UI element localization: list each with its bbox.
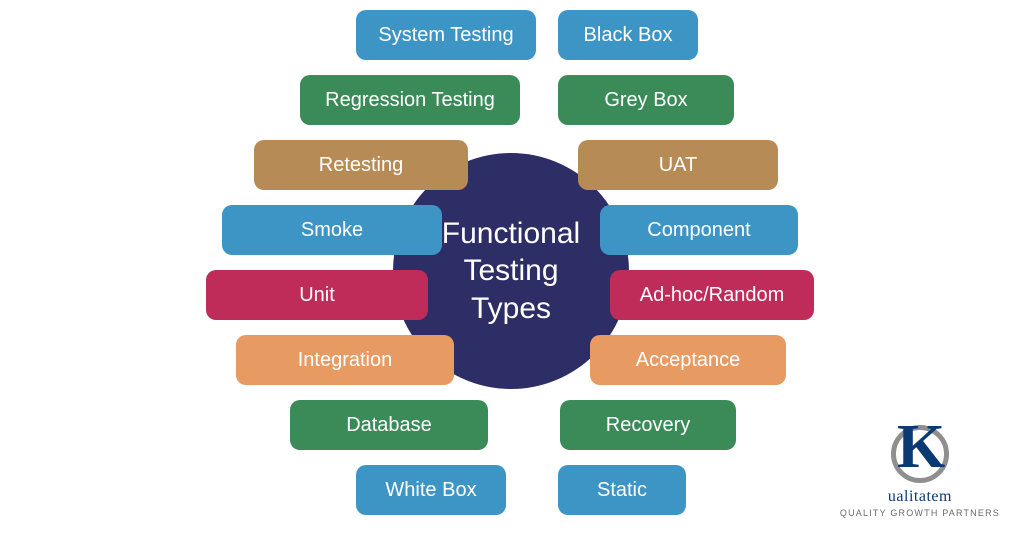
pill-recovery: Recovery [560, 400, 736, 450]
pill-label: Smoke [301, 219, 363, 242]
pill-regression: Regression Testing [300, 75, 520, 125]
pill-label: Acceptance [636, 349, 741, 372]
pill-database: Database [290, 400, 488, 450]
pill-unit: Unit [206, 270, 428, 320]
pill-label: Static [597, 479, 647, 502]
pill-label: UAT [659, 154, 698, 177]
pill-smoke: Smoke [222, 205, 442, 255]
pill-white-box: White Box [356, 465, 506, 515]
pill-label: Ad-hoc/Random [640, 284, 785, 307]
pill-black-box: Black Box [558, 10, 698, 60]
pill-label: Recovery [606, 414, 690, 437]
pill-label: White Box [385, 479, 476, 502]
pill-static: Static [558, 465, 686, 515]
pill-label: Integration [298, 349, 393, 372]
pill-label: Regression Testing [325, 89, 495, 112]
pill-label: Grey Box [604, 89, 687, 112]
brand-logo: K ualitatem QUALITY GROWTH PARTNERS [840, 422, 1000, 518]
diagram-canvas: FunctionalTestingTypes System Testing Bla… [0, 0, 1024, 536]
pill-grey-box: Grey Box [558, 75, 734, 125]
logo-mark: K [881, 422, 959, 486]
pill-retesting: Retesting [254, 140, 468, 190]
pill-integration: Integration [236, 335, 454, 385]
pill-system-testing: System Testing [356, 10, 536, 60]
pill-label: Database [346, 414, 432, 437]
pill-adhoc: Ad-hoc/Random [610, 270, 814, 320]
pill-component: Component [600, 205, 798, 255]
pill-uat: UAT [578, 140, 778, 190]
pill-label: System Testing [378, 24, 513, 47]
logo-letter: K [897, 416, 945, 478]
pill-label: Component [647, 219, 750, 242]
pill-label: Retesting [319, 154, 404, 177]
logo-brand-name: ualitatem [840, 488, 1000, 506]
center-label: FunctionalTestingTypes [442, 215, 580, 328]
pill-label: Black Box [584, 24, 673, 47]
pill-acceptance: Acceptance [590, 335, 786, 385]
pill-label: Unit [299, 284, 335, 307]
logo-tagline: QUALITY GROWTH PARTNERS [840, 508, 1000, 518]
